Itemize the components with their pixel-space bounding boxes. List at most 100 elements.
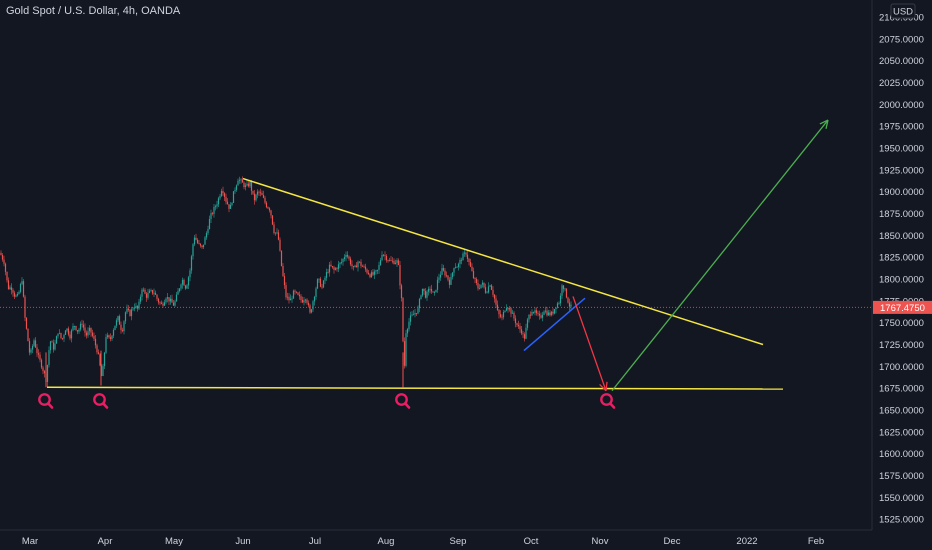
support-line[interactable] [46, 386, 784, 390]
magnifier-marker-icon[interactable] [600, 393, 616, 409]
candle [271, 215, 274, 226]
y-tick-label: 1750.0000 [879, 318, 924, 329]
y-tick-label: 1900.0000 [879, 187, 924, 198]
candle [202, 244, 205, 250]
rising-channel-line[interactable] [523, 297, 586, 352]
candle [331, 265, 334, 269]
candle [501, 314, 503, 321]
candle [96, 343, 98, 355]
candle [73, 325, 76, 330]
x-tick-label: Jul [309, 536, 321, 547]
x-tick-label: 2022 [736, 536, 757, 547]
candle [235, 184, 238, 192]
candle [528, 314, 530, 323]
candle [154, 290, 157, 295]
candle [286, 292, 289, 301]
candle [184, 284, 187, 290]
candle [321, 283, 323, 290]
x-tick-label: Oct [524, 536, 539, 547]
candle [121, 327, 124, 333]
candle [138, 299, 140, 311]
currency-badge[interactable] [890, 3, 916, 19]
candle [231, 202, 233, 207]
candle [199, 243, 202, 248]
candle [142, 287, 145, 293]
candle [261, 190, 263, 196]
resistance-trendline[interactable] [242, 177, 764, 346]
candle [429, 286, 431, 294]
candle [4, 262, 7, 276]
candle [316, 278, 319, 290]
candle [382, 254, 385, 257]
y-tick-label: 1875.0000 [879, 209, 924, 220]
candle [148, 288, 151, 294]
candle [351, 260, 353, 270]
candle [448, 277, 451, 289]
candle [250, 180, 253, 195]
candle [280, 250, 283, 267]
candle [523, 332, 526, 342]
candle [345, 251, 347, 262]
candle [361, 264, 364, 267]
candle [264, 195, 266, 205]
candle [205, 231, 208, 240]
candle [177, 288, 179, 295]
projection-down-arrow[interactable] [572, 296, 608, 392]
candle [324, 276, 326, 285]
candle [55, 335, 58, 344]
candle [394, 259, 397, 265]
candle [424, 288, 427, 299]
candle [169, 295, 172, 305]
candle [334, 266, 337, 271]
candle [484, 283, 487, 294]
magnifier-marker-icon[interactable] [93, 393, 109, 409]
candle [18, 290, 20, 295]
candle [454, 263, 457, 269]
y-tick-label: 2075.0000 [879, 34, 924, 45]
y-tick-label: 2050.0000 [879, 56, 924, 67]
candle [507, 307, 509, 313]
candle [15, 294, 17, 298]
candle [259, 188, 262, 197]
candle [459, 257, 461, 269]
candle [354, 264, 356, 268]
candle [406, 327, 409, 338]
candle [75, 325, 77, 331]
y-tick-label: 1700.0000 [879, 362, 924, 373]
candle [570, 301, 572, 311]
candle [457, 262, 460, 271]
candle [244, 182, 247, 191]
candle [453, 267, 455, 277]
candle [367, 270, 370, 275]
candle [132, 307, 134, 311]
candle [16, 291, 19, 297]
candle [112, 328, 115, 338]
candle [70, 328, 73, 343]
y-tick-label: 1600.0000 [879, 449, 924, 460]
candle [462, 251, 464, 261]
candle [114, 325, 116, 331]
candle [499, 310, 502, 319]
last-price-value: 1767.4750 [880, 303, 925, 314]
candle [103, 351, 106, 369]
candle [186, 283, 188, 289]
projection-up-arrow[interactable] [611, 119, 829, 392]
candle [310, 308, 313, 314]
candle [567, 296, 569, 304]
candle [309, 303, 311, 314]
candle [537, 310, 539, 317]
candle [504, 310, 506, 313]
time-axis[interactable]: Mar Apr May Jun Jul Aug Sep Oct Nov Dec 2022 Feb [0, 529, 872, 547]
candle [133, 303, 136, 312]
candle [33, 338, 35, 348]
candle [480, 284, 482, 289]
candle [402, 297, 404, 343]
magnifier-marker-icon[interactable] [38, 393, 54, 409]
candle [160, 300, 163, 305]
magnifier-marker-icon[interactable] [395, 393, 411, 409]
candle [540, 312, 542, 319]
candle [438, 273, 440, 284]
y-tick-label: 1825.0000 [879, 253, 924, 264]
candle [451, 271, 454, 280]
